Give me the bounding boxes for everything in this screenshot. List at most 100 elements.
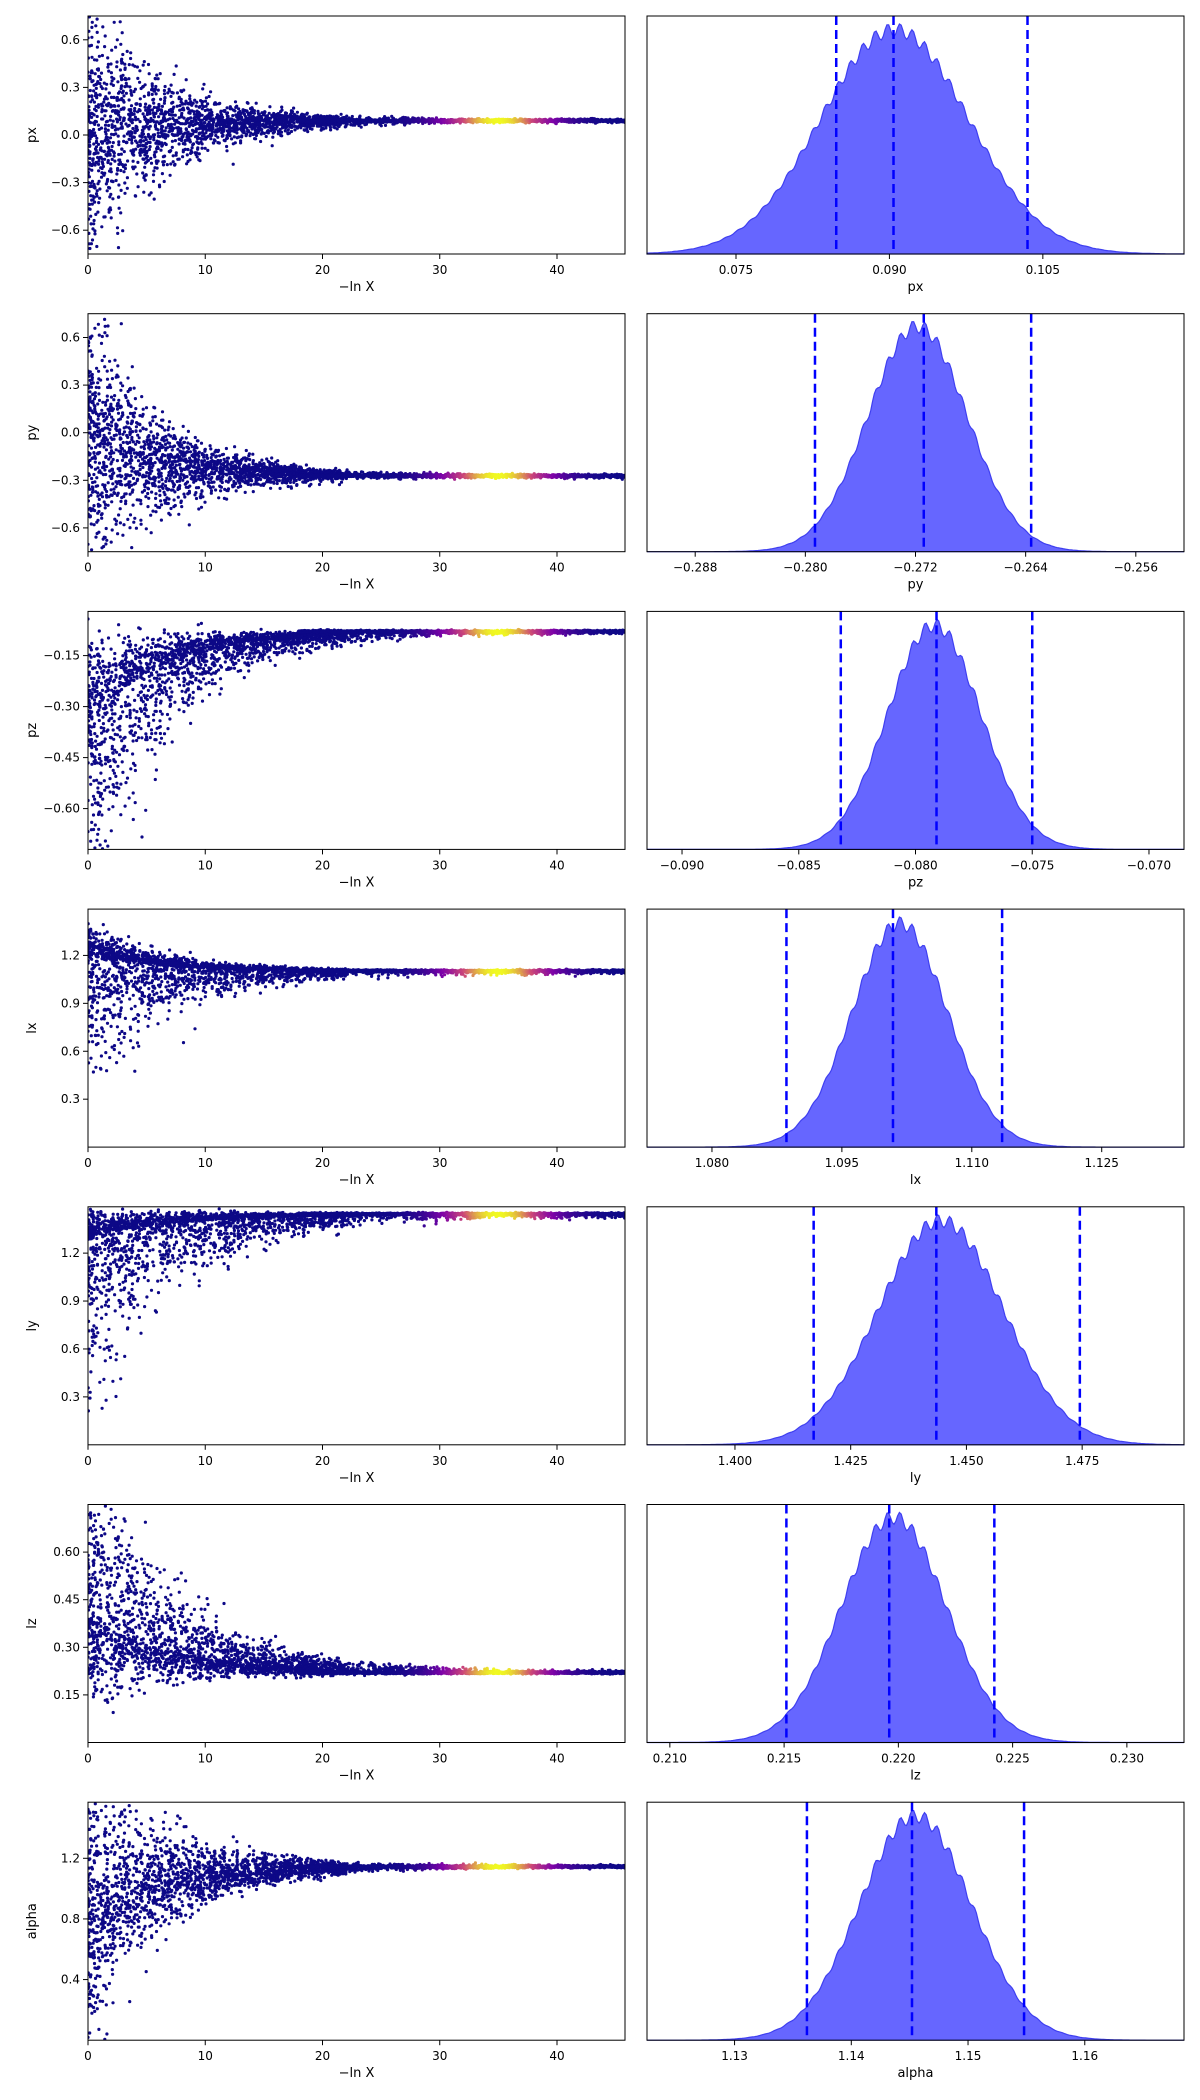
- trace-point: [112, 487, 116, 491]
- trace-point: [126, 450, 130, 454]
- trace-point: [100, 110, 104, 114]
- trace-point: [253, 131, 257, 136]
- trace-point: [316, 470, 320, 474]
- trace-point: [123, 76, 127, 80]
- trace-point: [113, 104, 117, 108]
- trace-point: [304, 469, 308, 473]
- trace-point: [138, 450, 142, 454]
- trace-point: [104, 542, 108, 546]
- trace-point: [240, 135, 244, 139]
- trace-point: [108, 118, 112, 122]
- trace-point: [154, 492, 158, 496]
- trace-point: [103, 123, 108, 127]
- trace-point: [95, 452, 100, 456]
- trace-point: [111, 125, 115, 129]
- trace-point: [96, 402, 100, 406]
- trace-point: [184, 131, 188, 135]
- trace-point: [188, 140, 192, 144]
- trace-point: [134, 425, 138, 429]
- trace-point: [271, 480, 276, 484]
- trace-point: [100, 86, 104, 91]
- trace-point: [224, 479, 228, 483]
- trace-point: [155, 456, 159, 460]
- trace-point: [201, 87, 205, 91]
- trace-point: [194, 491, 198, 495]
- trace-point: [95, 45, 99, 49]
- trace-point: [181, 142, 185, 146]
- trace-point: [96, 484, 100, 488]
- trace-point: [232, 135, 236, 139]
- trace-point: [120, 483, 124, 487]
- trace-point: [144, 119, 149, 124]
- trace-point: [183, 139, 187, 143]
- trace-point: [153, 461, 157, 465]
- trace-point: [186, 147, 190, 152]
- trace-point: [233, 445, 237, 449]
- trace-point: [177, 116, 181, 120]
- trace-point: [164, 479, 168, 483]
- trace-point: [124, 91, 128, 95]
- trace-point: [103, 324, 107, 328]
- trace-point: [138, 80, 142, 84]
- trace-point: [114, 448, 118, 452]
- trace-point: [242, 112, 246, 116]
- trace-point: [94, 104, 98, 108]
- trace-point: [95, 81, 99, 85]
- trace-point: [256, 131, 260, 135]
- trace-point: [88, 116, 91, 121]
- trace-point: [92, 89, 96, 93]
- trace-point: [359, 125, 363, 129]
- trace-point: [203, 108, 207, 113]
- trace-point: [275, 481, 279, 486]
- trace-point: [173, 139, 177, 143]
- trace-ytick-label: 0.0: [61, 128, 80, 142]
- trace-point: [115, 120, 119, 124]
- trace-point: [99, 77, 103, 82]
- trace-point: [110, 460, 114, 464]
- trace-point: [95, 194, 99, 198]
- trace-point: [94, 140, 99, 145]
- trace-point: [120, 31, 124, 35]
- trace-points-px: [88, 16, 625, 251]
- trace-point: [155, 145, 160, 149]
- trace-point: [180, 115, 184, 119]
- trace-point: [88, 395, 92, 399]
- trace-point: [166, 428, 170, 432]
- trace-point: [111, 457, 115, 462]
- trace-point: [101, 427, 105, 431]
- trace-point: [101, 400, 105, 404]
- trace-point: [279, 133, 283, 138]
- trace-point: [306, 478, 310, 483]
- trace-point: [178, 104, 182, 108]
- trace-point: [177, 512, 181, 516]
- trace-point: [190, 146, 194, 150]
- trace-point: [179, 499, 183, 503]
- trace-point: [90, 490, 95, 494]
- trace-point: [97, 509, 101, 514]
- trace-point: [124, 502, 128, 506]
- trace-point: [133, 115, 137, 119]
- trace-point: [171, 466, 175, 470]
- trace-point: [152, 135, 156, 139]
- trace-point: [95, 30, 99, 34]
- trace-point: [95, 58, 99, 62]
- trace-point: [139, 498, 143, 503]
- trace-point: [209, 117, 214, 121]
- trace-point: [162, 179, 166, 184]
- trace-point: [147, 91, 151, 95]
- trace-point: [142, 60, 146, 64]
- trace-point: [157, 485, 161, 489]
- trace-point: [107, 412, 112, 416]
- trace-point: [106, 324, 110, 328]
- trace-point: [108, 140, 112, 144]
- trace-point: [191, 465, 195, 469]
- trace-point: [129, 111, 134, 115]
- trace-point: [263, 110, 267, 114]
- trace-point: [171, 160, 175, 164]
- trace-point: [115, 60, 119, 64]
- trace-point: [292, 106, 296, 110]
- trace-point: [109, 395, 114, 399]
- trace-point: [153, 415, 157, 419]
- trace-point: [127, 485, 131, 489]
- trace-point: [105, 377, 110, 381]
